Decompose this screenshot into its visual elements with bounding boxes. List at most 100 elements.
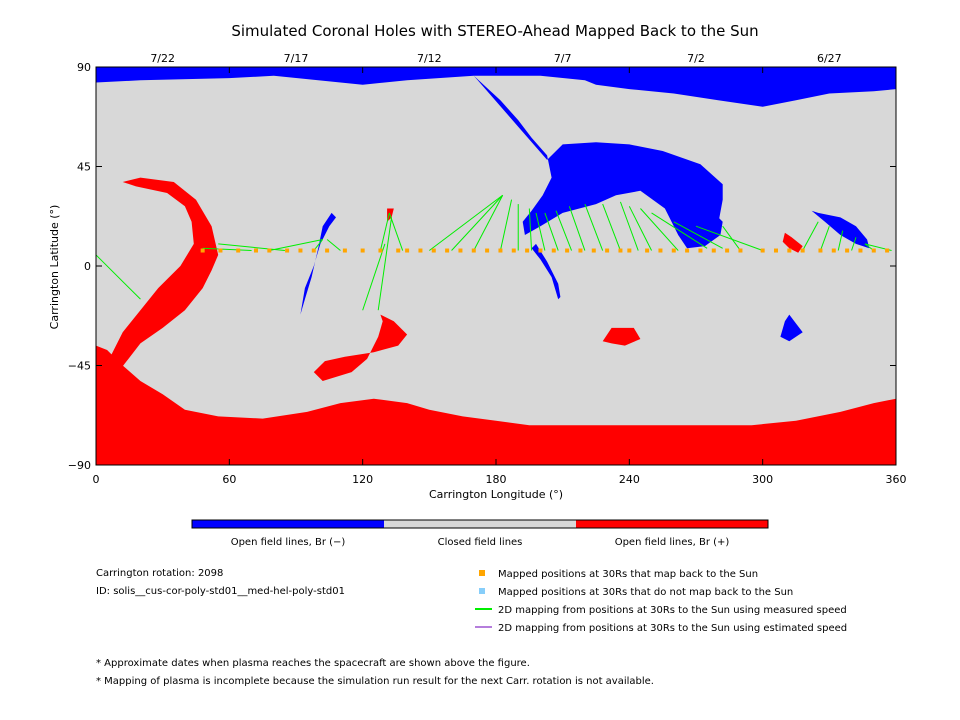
negative-coronal-hole-5: [811, 210, 870, 249]
positive-coronal-hole-11: [782, 232, 803, 253]
mapped-point-7: [311, 248, 316, 253]
mapped-point-29: [618, 248, 623, 253]
mapped-point-48: [885, 248, 890, 253]
legend-swatch-1: [479, 588, 485, 594]
mapping-line-19: [568, 206, 586, 251]
mapping-line-30: [819, 226, 830, 251]
mapping-line-32: [851, 237, 857, 251]
mapped-point-18: [471, 248, 476, 253]
mapped-point-42: [800, 248, 805, 253]
legend-label-0: Mapped positions at 30Rs that map back t…: [498, 569, 758, 580]
mapped-point-4: [267, 248, 272, 253]
positive-coronal-hole-7: [96, 345, 896, 465]
mapped-point-26: [578, 248, 583, 253]
negative-coronal-hole-4: [531, 243, 561, 300]
mapping-line-25: [651, 212, 708, 249]
mapping-line-31: [837, 230, 844, 251]
mapped-point-24: [551, 248, 556, 253]
y-tick-label-1: −45: [68, 360, 91, 373]
mapped-point-17: [458, 248, 463, 253]
mapped-point-0: [200, 248, 205, 253]
mapped-point-28: [605, 248, 610, 253]
footnote-dates: * Approximate dates when plasma reaches …: [96, 658, 530, 669]
plot-area: [95, 67, 896, 465]
mapping-line-29: [802, 221, 819, 251]
x-tick-label-3: 180: [486, 473, 507, 486]
y-tick-label-2: 0: [84, 260, 91, 273]
y-tick-label-3: 45: [77, 161, 91, 174]
x-tick-label-4: 240: [619, 473, 640, 486]
mapping-line-9: [362, 243, 386, 311]
mapped-point-31: [645, 248, 650, 253]
mapped-point-39: [760, 248, 765, 253]
mapped-point-14: [418, 248, 423, 253]
x-tick-label-6: 360: [886, 473, 907, 486]
mapped-point-46: [858, 248, 863, 253]
mapped-point-1: [218, 248, 223, 253]
mapping-line-17: [544, 212, 559, 251]
x-tick-label-0: 0: [93, 473, 100, 486]
mapped-point-44: [831, 248, 836, 253]
mapped-point-30: [627, 248, 632, 253]
positive-coronal-hole-9: [313, 314, 408, 381]
date-label-2: 7/12: [417, 52, 442, 65]
negative-coronal-hole-0: [96, 67, 896, 107]
negative-coronal-hole-2: [678, 212, 723, 249]
legend-swatch-0: [479, 570, 485, 576]
colorbar-segment-1: [384, 520, 576, 528]
mapped-point-2: [236, 248, 241, 253]
mapped-point-9: [342, 248, 347, 253]
date-label-5: 6/27: [817, 52, 842, 65]
mapping-line-27: [695, 225, 763, 251]
mapping-line-11: [451, 194, 504, 251]
mapped-point-23: [538, 248, 543, 253]
mapping-line-21: [602, 203, 621, 251]
axes: 0 60 120 180 240 300 360 −90 −45 0 45 90: [68, 61, 907, 486]
date-label-0: 7/22: [150, 52, 175, 65]
legend-label-1: Mapped positions at 30Rs that do not map…: [498, 587, 793, 598]
footnote-incomplete: * Mapping of plasma is incomplete becaus…: [96, 676, 654, 687]
mapped-point-38: [738, 248, 743, 253]
mapped-point-11: [378, 248, 383, 253]
mapping-line-0: [95, 254, 141, 300]
mapped-point-8: [325, 248, 330, 253]
mapped-point-12: [396, 248, 401, 253]
mapped-point-20: [498, 248, 503, 253]
negative-coronal-hole-1: [473, 75, 723, 242]
legend-label-3: 2D mapping from positions at 30Rs to the…: [498, 623, 847, 634]
mapped-point-36: [711, 248, 716, 253]
mapped-point-3: [254, 248, 258, 253]
mapping-line-4: [269, 238, 323, 252]
mapping-line-22: [619, 201, 639, 251]
y-tick-label-0: −90: [68, 459, 91, 472]
mapping-line-1: [202, 247, 252, 252]
mapped-point-41: [787, 248, 792, 253]
positive-coronal-hole-10: [602, 327, 641, 346]
y-axis-label: Carrington Latitude (°): [48, 205, 61, 330]
colorbar-segment-0: [192, 520, 384, 528]
top-date-labels: 7/22 7/17 7/12 7/7 7/2 6/27: [150, 52, 841, 65]
mapped-point-25: [565, 248, 570, 253]
mapping-line-26: [673, 221, 723, 249]
mapped-point-5: [285, 248, 290, 253]
mapped-point-15: [431, 248, 436, 253]
mapping-line-12: [473, 195, 504, 251]
date-label-1: 7/17: [284, 52, 309, 65]
y-tick-label-4: 90: [77, 61, 91, 74]
mapped-point-35: [698, 248, 703, 253]
colorbar: Open field lines, Br (−) Closed field lin…: [191, 519, 769, 548]
mapped-point-19: [485, 248, 490, 253]
mapped-point-37: [725, 248, 730, 253]
mapping-line-6: [379, 212, 390, 251]
colorbar-label-0: Open field lines, Br (−): [231, 537, 346, 548]
x-tick-label-2: 120: [352, 473, 373, 486]
mapping-line-20: [584, 203, 604, 251]
legend: Mapped positions at 30Rs that map back t…: [475, 569, 847, 634]
mapping-line-28: [722, 225, 741, 251]
date-label-4: 7/2: [687, 52, 705, 65]
x-axis-label: Carrington Longitude (°): [429, 488, 563, 501]
colorbar-label-1: Closed field lines: [438, 537, 523, 548]
negative-coronal-hole-6: [780, 314, 803, 342]
run-id-text: ID: solis__cus-cor-poly-std01__med-hel-p…: [96, 586, 345, 597]
legend-label-2: 2D mapping from positions at 30Rs to the…: [498, 605, 847, 616]
